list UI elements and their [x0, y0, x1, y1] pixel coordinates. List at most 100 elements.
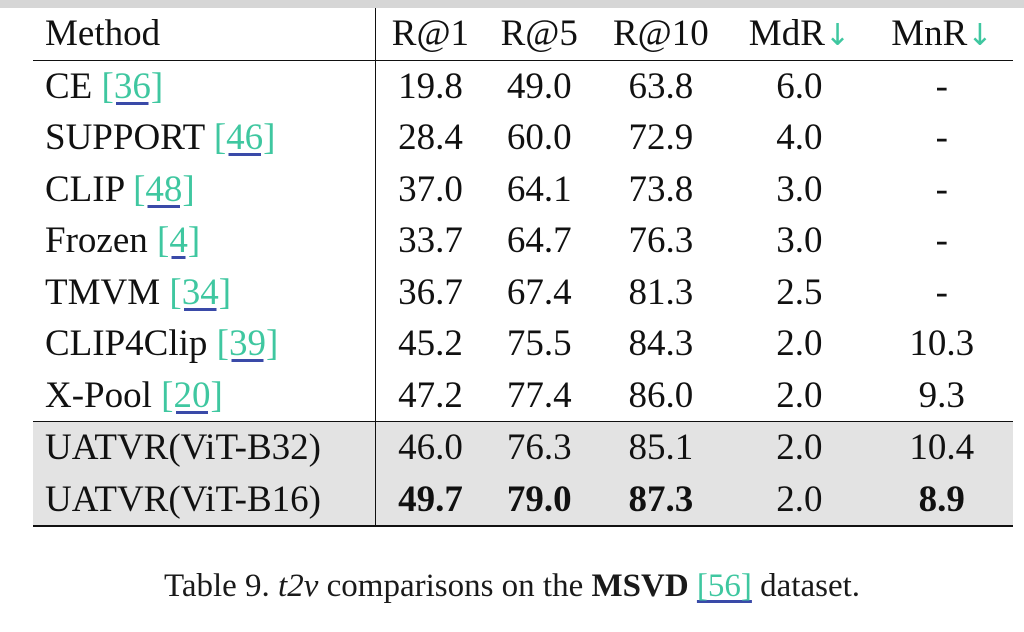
table-row: X-Pool [20] 47.2 77.4 86.0 2.0 9.3 [33, 369, 1013, 422]
mdr-cell: 6.0 [776, 65, 823, 107]
r10-cell: 63.8 [628, 65, 694, 107]
citation-link[interactable]: [46] [213, 117, 276, 159]
citation-link[interactable]: [48] [133, 168, 195, 210]
mnr-cell: 8.9 [870, 473, 1013, 527]
r1-cell: 33.7 [398, 220, 463, 262]
mnr-cell: - [935, 65, 948, 107]
table-row: CLIP4Clip [39] 45.2 75.5 84.3 2.0 10.3 [33, 318, 1013, 370]
citation-link[interactable]: [4] [157, 220, 201, 262]
method-name: CLIP [45, 168, 124, 210]
method-name: CE [45, 65, 93, 107]
header-r5: R@5 [484, 8, 594, 61]
r5-cell: 75.5 [506, 323, 572, 365]
header-row: Method R@1 R@5 R@10 MdR↓ MnR↓ [33, 8, 1013, 61]
r10-cell: 87.3 [593, 473, 729, 527]
method-cell: UATVR(ViT-B16) [33, 473, 376, 527]
caption-middle: comparisons on the [318, 568, 592, 604]
method-cell: UATVR(ViT-B32) [33, 421, 376, 474]
r10-cell: 81.3 [628, 271, 694, 313]
citation-link[interactable]: [39] [216, 323, 279, 365]
table-row-ours: UATVR(ViT-B16) 49.7 79.0 87.3 2.0 8.9 [33, 473, 1013, 527]
mdr-cell: 2.0 [776, 323, 823, 365]
table-row: TMVM [34] 36.7 67.4 81.3 2.5 - [33, 266, 1013, 318]
results-table: Method R@1 R@5 R@10 MdR↓ MnR↓ CE [36] 19… [33, 8, 1013, 527]
caption-prefix: Table 9. [163, 568, 279, 604]
r5-cell: 77.4 [506, 374, 572, 416]
method-name: UATVR(ViT-B32) [45, 427, 321, 469]
mdr-cell: 2.5 [776, 271, 823, 313]
method-name: CLIP4Clip [45, 323, 208, 365]
table-row: SUPPORT [46] 28.4 60.0 72.9 4.0 - [33, 112, 1013, 164]
r10-cell: 73.8 [628, 168, 694, 210]
r10-cell: 72.9 [628, 117, 694, 159]
r1-cell: 19.8 [398, 65, 463, 107]
top-edge-strip [0, 0, 1024, 8]
method-cell: TMVM [34] [33, 266, 376, 318]
r5-cell: 64.1 [506, 168, 572, 210]
mdr-cell: 2.0 [728, 473, 871, 527]
r5-cell: 60.0 [506, 117, 572, 159]
method-cell: CLIP [48] [33, 163, 376, 215]
mnr-cell: 9.3 [918, 374, 965, 416]
method-cell: CE [36] [33, 60, 376, 112]
header-r1: R@1 [375, 8, 485, 61]
method-cell: SUPPORT [46] [33, 112, 376, 164]
r10-cell: 85.1 [593, 421, 729, 474]
citation-link[interactable]: [56] [696, 568, 752, 604]
r5-cell: 49.0 [506, 65, 572, 107]
header-mdr: MdR↓ [728, 8, 871, 61]
mnr-cell: 10.3 [909, 323, 975, 365]
mdr-cell: 2.0 [776, 374, 823, 416]
table-row: CE [36] 19.8 49.0 63.8 6.0 - [33, 60, 1013, 112]
method-name: Frozen [45, 220, 148, 262]
mnr-cell: - [935, 168, 948, 210]
header-mnr-label: MnR [891, 13, 968, 55]
down-arrow-icon: ↓ [824, 18, 851, 54]
mnr-cell: - [935, 117, 948, 159]
mdr-cell: 3.0 [776, 168, 823, 210]
r1-cell: 46.0 [375, 421, 485, 474]
header-method: Method [33, 8, 376, 61]
r10-cell: 84.3 [628, 323, 694, 365]
header-mdr-label: MdR [748, 13, 825, 55]
method-cell: Frozen [4] [33, 215, 376, 267]
r5-cell: 67.4 [506, 271, 572, 313]
r5-cell: 64.7 [506, 220, 572, 262]
mdr-cell: 4.0 [776, 117, 823, 159]
caption-italic: t2v [278, 568, 319, 604]
citation-link[interactable]: [34] [169, 271, 232, 313]
method-cell: CLIP4Clip [39] [33, 318, 376, 370]
caption-dataset: MSVD [591, 568, 689, 604]
table-row: CLIP [48] 37.0 64.1 73.8 3.0 - [33, 163, 1013, 215]
table-row: Frozen [4] 33.7 64.7 76.3 3.0 - [33, 215, 1013, 267]
r5-cell: 79.0 [484, 473, 594, 527]
r10-cell: 76.3 [628, 220, 694, 262]
header-r10: R@10 [593, 8, 729, 61]
r1-cell: 28.4 [398, 117, 463, 159]
r1-cell: 45.2 [398, 323, 463, 365]
method-name: X-Pool [45, 374, 152, 416]
table-caption: Table 9. t2v comparisons on the MSVD [56… [0, 568, 1024, 605]
r1-cell: 36.7 [398, 271, 463, 313]
r1-cell: 37.0 [398, 168, 463, 210]
method-name: SUPPORT [45, 117, 205, 159]
method-name: UATVR(ViT-B16) [45, 478, 321, 520]
header-mnr: MnR↓ [870, 8, 1013, 61]
mdr-cell: 2.0 [728, 421, 871, 474]
method-cell: X-Pool [20] [33, 369, 376, 422]
mnr-cell: - [935, 271, 948, 313]
r1-cell: 49.7 [375, 473, 485, 527]
r1-cell: 47.2 [398, 374, 463, 416]
citation-link[interactable]: [36] [101, 65, 164, 107]
table-row-ours: UATVR(ViT-B32) 46.0 76.3 85.1 2.0 10.4 [33, 421, 1013, 474]
down-arrow-icon: ↓ [967, 18, 993, 54]
r10-cell: 86.0 [628, 374, 694, 416]
citation-link[interactable]: [20] [161, 374, 223, 416]
method-name: TMVM [45, 271, 161, 313]
r5-cell: 76.3 [484, 421, 594, 474]
mdr-cell: 3.0 [776, 220, 823, 262]
mnr-cell: 10.4 [870, 421, 1013, 474]
caption-suffix: dataset. [751, 568, 861, 604]
mnr-cell: - [935, 220, 948, 262]
